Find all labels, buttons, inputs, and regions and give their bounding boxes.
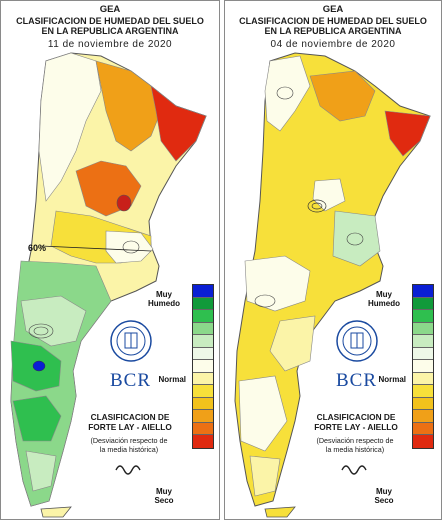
legend-swatch	[413, 372, 433, 385]
argentina-soil-map-04-nov	[234, 52, 431, 518]
legend-label-normal: Normal	[378, 375, 406, 384]
map-panel-11-nov: GEA CLASIFICACION DE HUMEDAD DEL SUELO E…	[0, 0, 220, 520]
legend-swatch	[413, 335, 433, 348]
header-title-line1: CLASIFICACION DE HUMEDAD DEL SUELO	[239, 16, 427, 26]
legend-swatch	[413, 322, 433, 335]
forte-lay-mark-icon	[341, 465, 367, 475]
legend-swatch	[193, 422, 213, 435]
header-org: GEA	[322, 4, 344, 15]
legend-swatch	[413, 347, 433, 360]
legend-swatch-muy-seco	[193, 435, 213, 448]
legend-swatch-muy-humedo	[413, 285, 433, 298]
legend-swatch	[413, 410, 433, 423]
legend-swatch	[193, 385, 213, 398]
classification-line2: FORTE LAY - AIELLO	[314, 422, 398, 432]
bcr-seal-icon	[110, 320, 152, 362]
description-line2: la media histórica)	[99, 445, 159, 454]
legend-label-bottom: Muy Seco	[154, 487, 174, 505]
legend-label-bottom: Muy Seco	[374, 487, 394, 505]
legend-label-top: Muy Humedo	[368, 290, 400, 308]
header-title-line2: EN LA REPUBLICA ARGENTINA	[41, 26, 179, 36]
legend-swatch	[413, 385, 433, 398]
map-date: 04 de noviembre de 2020	[270, 39, 396, 50]
legend-label-normal: Normal	[158, 375, 186, 384]
legend-label-top: Muy Humedo	[148, 290, 180, 308]
classification-line1: CLASIFICACION DE	[316, 412, 396, 422]
legend-swatch-muy-seco	[413, 435, 433, 448]
legend-swatch	[193, 310, 213, 323]
bcr-seal-icon	[336, 320, 378, 362]
legend-swatch	[413, 310, 433, 323]
legend-swatch	[413, 422, 433, 435]
color-legend	[412, 284, 434, 449]
legend-swatch	[193, 322, 213, 335]
description-line2: la media histórica)	[325, 445, 385, 454]
argentina-soil-map-11-nov	[10, 52, 207, 518]
bcr-logo: BCR	[110, 370, 152, 391]
header-title-line2: EN LA REPUBLICA ARGENTINA	[264, 26, 402, 36]
legend-swatch	[413, 297, 433, 310]
legend-swatch	[193, 335, 213, 348]
legend-swatch-normal	[193, 360, 213, 373]
description-line1: (Desviación respecto de	[90, 436, 168, 445]
legend-swatch-muy-humedo	[193, 285, 213, 298]
header-org: GEA	[99, 4, 121, 15]
forte-lay-mark-icon	[115, 465, 141, 475]
header-title-line1: CLASIFICACION DE HUMEDAD DEL SUELO	[16, 16, 204, 26]
legend-swatch	[193, 297, 213, 310]
legend-swatch	[193, 410, 213, 423]
legend-swatch-normal	[413, 360, 433, 373]
legend-swatch	[193, 372, 213, 385]
legend-swatch	[413, 397, 433, 410]
bcr-logo: BCR	[336, 370, 378, 391]
legend-swatch	[193, 347, 213, 360]
description-line1: (Desviación respecto de	[316, 436, 394, 445]
color-legend	[192, 284, 214, 449]
classification-line2: FORTE LAY - AIELLO	[88, 422, 172, 432]
classification-line1: CLASIFICACION DE	[90, 412, 170, 422]
map-panel-04-nov: GEA CLASIFICACION DE HUMEDAD DEL SUELO E…	[224, 0, 442, 520]
legend-swatch	[193, 397, 213, 410]
percent-annotation: 60%	[28, 243, 47, 253]
map-date: 11 de noviembre de 2020	[47, 39, 173, 50]
